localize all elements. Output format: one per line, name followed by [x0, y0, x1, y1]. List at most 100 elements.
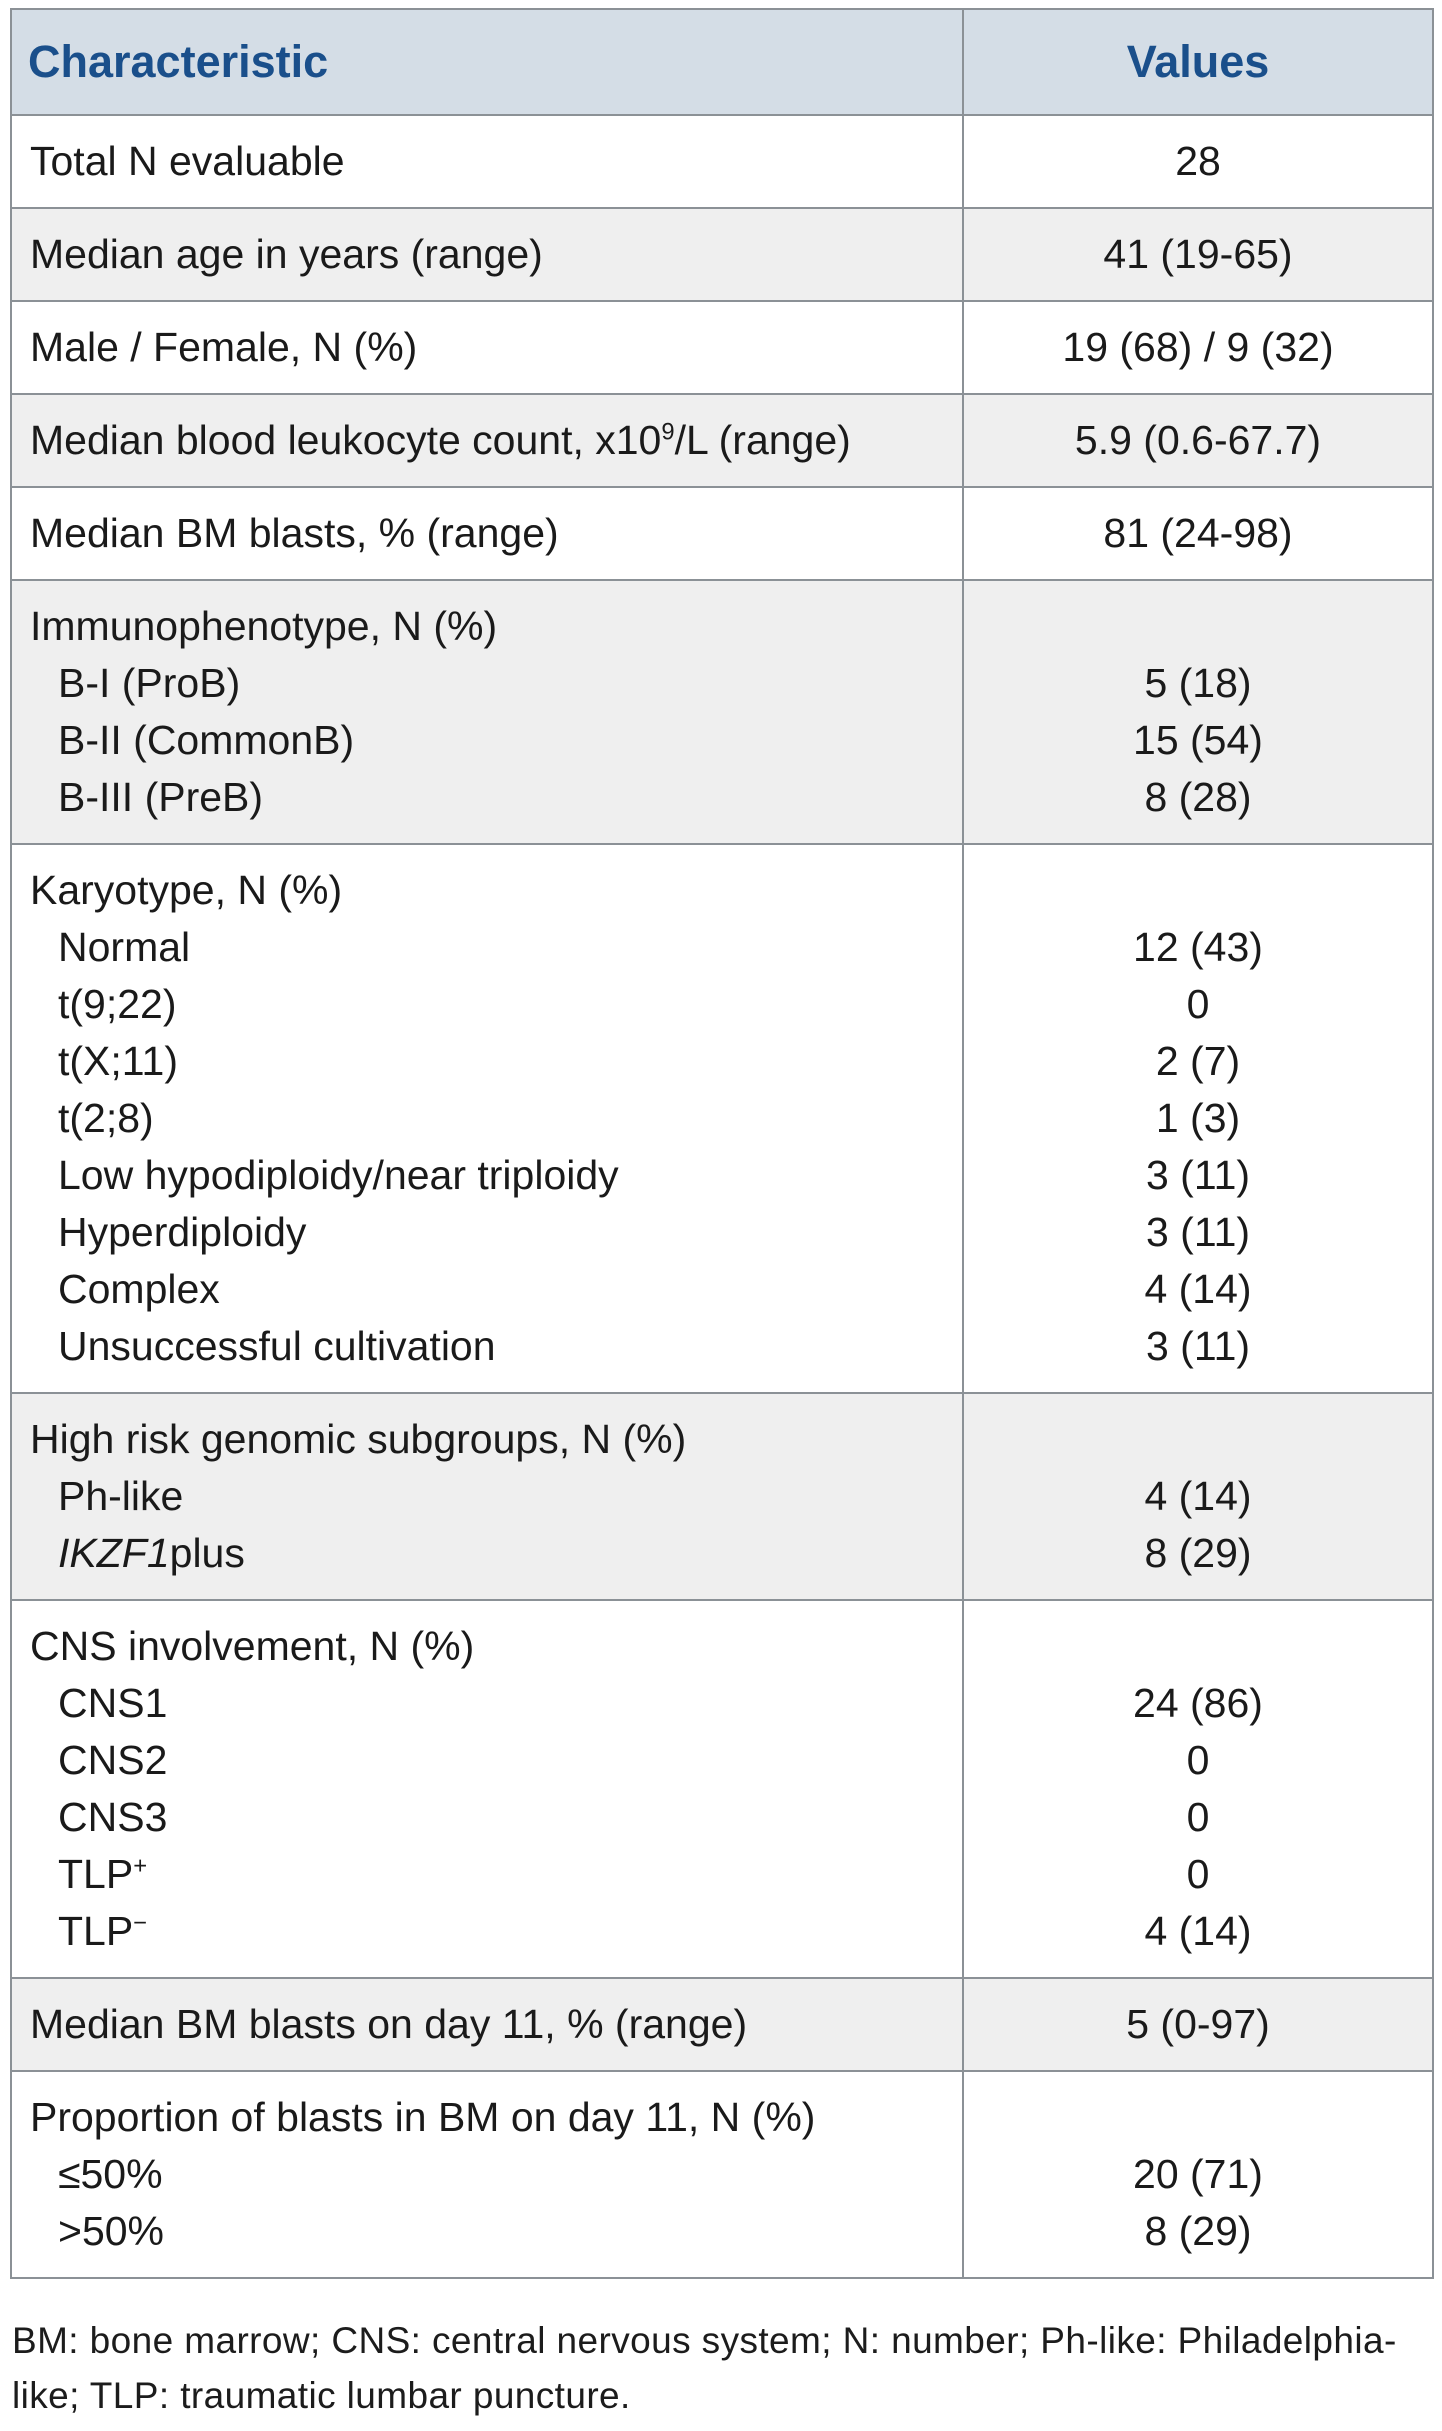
- value-text: 24 (86): [1133, 1680, 1263, 1726]
- value-text: 5.9 (0.6-67.7): [1074, 417, 1322, 463]
- characteristic-cell: Total N evaluable: [10, 114, 964, 209]
- value-text: 1 (3): [1155, 1095, 1241, 1141]
- value-text: [964, 1618, 1432, 1675]
- value-text: 15 (54): [1133, 717, 1263, 763]
- characteristic-cell: Proportion of blasts in BM on day 11, N …: [10, 2070, 964, 2279]
- characteristic-label: CNS2: [58, 1737, 168, 1783]
- value-text: 41 (19-65): [1103, 231, 1293, 277]
- value-text: 12 (43): [1133, 924, 1263, 970]
- table-row: High risk genomic subgroups, N (%) Ph-lik…: [10, 1392, 1434, 1601]
- characteristic-label: Median BM blasts on day 11, % (range): [30, 2001, 748, 2047]
- value-text: 3 (11): [1145, 1152, 1251, 1198]
- characteristic-label: t(9;22): [58, 981, 177, 1027]
- characteristic-label: Normal: [58, 924, 191, 970]
- value-text: [964, 1411, 1432, 1468]
- characteristic-label: Unsuccessful cultivation: [58, 1323, 496, 1369]
- table-body: Total N evaluable 28 Median age in years (…: [10, 114, 1434, 2279]
- table-row: Karyotype, N (%) Normal t(9;22) t(X;11) t(2;…: [10, 843, 1434, 1394]
- value-text: 4 (14): [1144, 1266, 1252, 1312]
- characteristic-label: Ph-like: [58, 1473, 184, 1519]
- characteristic-label: IKZF1plus: [58, 1530, 245, 1576]
- footnote-text: BM: bone marrow; CNS: central nervous sy…: [12, 2320, 1397, 2416]
- column-header-values: Values: [962, 8, 1434, 116]
- table-row: Male / Female, N (%) 19 (68) / 9 (32): [10, 300, 1434, 395]
- characteristic-label: Hyperdiploidy: [58, 1209, 307, 1255]
- characteristic-label: CNS3: [58, 1794, 168, 1840]
- characteristic-cell: Male / Female, N (%): [10, 300, 964, 395]
- patient-characteristics-table: Characteristic Values Total N evaluable 2…: [10, 8, 1434, 2279]
- value-text: [964, 862, 1432, 919]
- characteristic-label: Median blood leukocyte count, x109/L (ra…: [30, 417, 851, 463]
- value-text: 5 (18): [1144, 660, 1252, 706]
- value-text: 0: [1186, 1737, 1210, 1783]
- values-cell: 20 (71) 8 (29): [962, 2070, 1434, 2279]
- value-text: 5 (0-97): [1126, 2001, 1270, 2047]
- characteristic-label: B-I (ProB): [58, 660, 241, 706]
- value-text: 0: [1186, 1851, 1210, 1897]
- characteristic-cell: High risk genomic subgroups, N (%) Ph-lik…: [10, 1392, 964, 1601]
- value-text: 81 (24-98): [1103, 510, 1293, 556]
- characteristic-cell: Median age in years (range): [10, 207, 964, 302]
- table-row: Median age in years (range) 41 (19-65): [10, 207, 1434, 302]
- characteristic-label: Median age in years (range): [30, 231, 543, 277]
- value-text: 28: [1175, 138, 1221, 184]
- characteristic-label: t(X;11): [58, 1038, 178, 1084]
- characteristic-cell: Median BM blasts, % (range): [10, 486, 964, 581]
- characteristic-cell: Immunophenotype, N (%) B-I (ProB) B-II (Co…: [10, 579, 964, 845]
- values-cell: 81 (24-98): [962, 486, 1434, 581]
- characteristic-label: Median BM blasts, % (range): [30, 510, 559, 556]
- characteristic-label: t(2;8): [58, 1095, 154, 1141]
- characteristic-cell: Karyotype, N (%) Normal t(9;22) t(X;11) t(2;…: [10, 843, 964, 1394]
- characteristic-label: TLP+: [58, 1851, 148, 1897]
- value-text: [964, 598, 1432, 655]
- value-text: 8 (28): [1144, 774, 1252, 820]
- characteristic-label: Total N evaluable: [30, 138, 345, 184]
- value-text: 4 (14): [1144, 1473, 1252, 1519]
- value-text: 20 (71): [1133, 2151, 1263, 2197]
- values-cell: 28: [962, 114, 1434, 209]
- value-text: 0: [1186, 1794, 1210, 1840]
- table-row: Immunophenotype, N (%) B-I (ProB) B-II (Co…: [10, 579, 1434, 845]
- table-row: CNS involvement, N (%) CNS1 CNS2 CNS3 TLP+ TL…: [10, 1599, 1434, 1979]
- value-text: 0: [1186, 981, 1210, 1027]
- values-cell: 4 (14) 8 (29): [962, 1392, 1434, 1601]
- characteristic-cell: Median blood leukocyte count, x109/L (ra…: [10, 393, 964, 488]
- value-text: 8 (29): [1144, 1530, 1252, 1576]
- value-text: 3 (11): [1145, 1209, 1251, 1255]
- value-text: 3 (11): [1145, 1323, 1251, 1369]
- characteristic-label: B-II (CommonB): [58, 717, 355, 763]
- values-cell: 5.9 (0.6-67.7): [962, 393, 1434, 488]
- characteristic-cell: Median BM blasts on day 11, % (range): [10, 1977, 964, 2072]
- characteristic-label: TLP−: [58, 1908, 148, 1954]
- characteristic-label: B-III (PreB): [58, 774, 264, 820]
- value-text: 19 (68) / 9 (32): [1062, 324, 1334, 370]
- table-row: Median blood leukocyte count, x109/L (ra…: [10, 393, 1434, 488]
- table-row: Median BM blasts, % (range) 81 (24-98): [10, 486, 1434, 581]
- column-header-characteristic: Characteristic: [10, 8, 964, 116]
- characteristic-label: Proportion of blasts in BM on day 11, N …: [30, 2094, 816, 2140]
- characteristic-label: CNS1: [58, 1680, 168, 1726]
- values-cell: 5 (0-97): [962, 1977, 1434, 2072]
- characteristic-label: Low hypodiploidy/near triploidy: [58, 1152, 619, 1198]
- table-row: Total N evaluable 28: [10, 114, 1434, 209]
- values-cell: 5 (18) 15 (54) 8 (28): [962, 579, 1434, 845]
- table-row: Median BM blasts on day 11, % (range) 5 (…: [10, 1977, 1434, 2072]
- table-row: Proportion of blasts in BM on day 11, N …: [10, 2070, 1434, 2279]
- values-cell: 12 (43) 0 2 (7) 1 (3) 3 (11) 3 (11) 4 (14) 3 (1…: [962, 843, 1434, 1394]
- values-cell: 19 (68) / 9 (32): [962, 300, 1434, 395]
- characteristic-label: ≤50%: [58, 2151, 163, 2197]
- characteristic-label: CNS involvement, N (%): [30, 1623, 475, 1669]
- values-cell: 41 (19-65): [962, 207, 1434, 302]
- value-text: [964, 2089, 1432, 2146]
- value-text: 8 (29): [1144, 2208, 1252, 2254]
- characteristic-label: Karyotype, N (%): [30, 867, 343, 913]
- values-cell: 24 (86) 0 0 0 4 (14): [962, 1599, 1434, 1979]
- characteristic-label: Male / Female, N (%): [30, 324, 418, 370]
- value-text: 4 (14): [1144, 1908, 1252, 1954]
- value-text: 2 (7): [1155, 1038, 1241, 1084]
- characteristic-cell: CNS involvement, N (%) CNS1 CNS2 CNS3 TLP+ TL…: [10, 1599, 964, 1979]
- header-row: Characteristic Values: [10, 8, 1434, 116]
- characteristic-label: Complex: [58, 1266, 220, 1312]
- characteristic-label: >50%: [58, 2208, 165, 2254]
- characteristic-label: Immunophenotype, N (%): [30, 603, 498, 649]
